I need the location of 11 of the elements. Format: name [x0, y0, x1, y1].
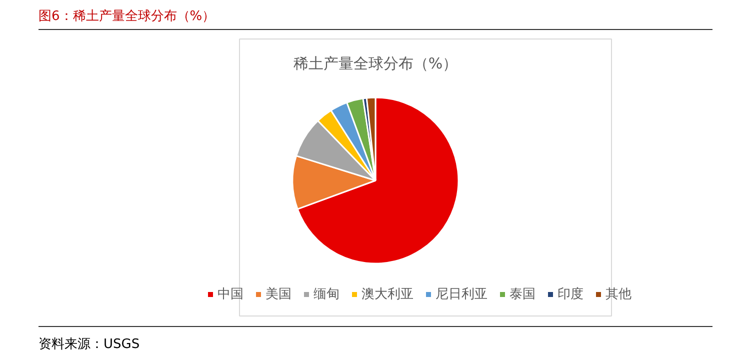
legend-label: 美国	[266, 286, 292, 302]
text: 资料来源：USGS	[38, 337, 140, 352]
legend-label: 其他	[606, 287, 632, 302]
legend-label: 印度	[558, 286, 584, 302]
legend-label: 澳大利亚	[362, 287, 414, 302]
legend-label: 泰国	[510, 287, 536, 302]
legend-label: 尼日利亚	[436, 287, 488, 302]
legend-label: 缅甸	[314, 287, 340, 302]
chart-title: 图6：稀土产量全球分布（%）	[38, 9, 216, 24]
chart-subtitle: 稀土产量全球分布（%）	[293, 54, 458, 72]
legend-label: 中国	[218, 287, 244, 302]
